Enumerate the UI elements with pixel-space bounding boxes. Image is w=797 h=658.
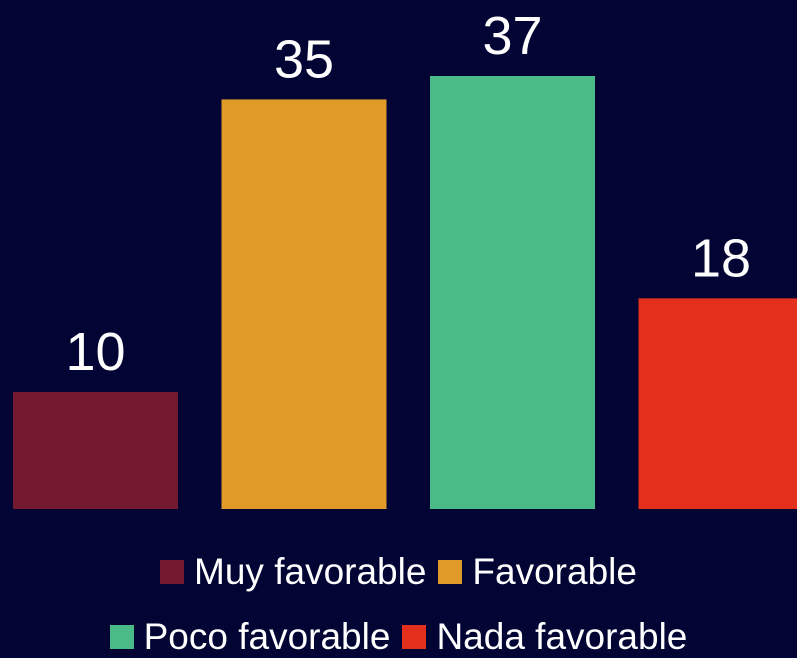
legend-item-nada-favorable: Nada favorable — [402, 616, 687, 658]
data-label-poco-favorable: 37 — [482, 6, 542, 66]
legend-label-muy-favorable: Muy favorable — [194, 551, 427, 592]
legend-label-poco-favorable: Poco favorable — [143, 616, 391, 657]
bar-nada-favorable — [638, 298, 797, 509]
legend-item-muy-favorable: Muy favorable — [160, 551, 426, 593]
data-label-favorable: 35 — [274, 29, 334, 89]
bar-poco-favorable — [430, 76, 595, 509]
legend-item-favorable: Favorable — [438, 551, 637, 593]
legend-swatch-nada-favorable — [402, 625, 427, 649]
legend-item-poco-favorable: Poco favorable — [109, 616, 391, 658]
legend-label-favorable: Favorable — [472, 551, 637, 592]
data-label-nada-favorable: 18 — [691, 228, 751, 288]
legend-row-1: Muy favorable Favorable — [0, 548, 797, 596]
legend-row-2: Poco favorable Nada favorable — [0, 613, 797, 658]
bar-chart-plot: 10 35 37 18 — [13, 6, 797, 510]
legend-swatch-poco-favorable — [109, 625, 134, 649]
legend-swatch-muy-favorable — [160, 560, 185, 584]
legend: Muy favorable Favorable Poco favorable N… — [0, 548, 797, 658]
bar-favorable — [221, 99, 387, 510]
legend-swatch-favorable — [438, 560, 463, 584]
bar-muy-favorable — [13, 391, 178, 509]
data-label-muy-favorable: 10 — [65, 322, 125, 382]
legend-label-nada-favorable: Nada favorable — [436, 616, 688, 657]
